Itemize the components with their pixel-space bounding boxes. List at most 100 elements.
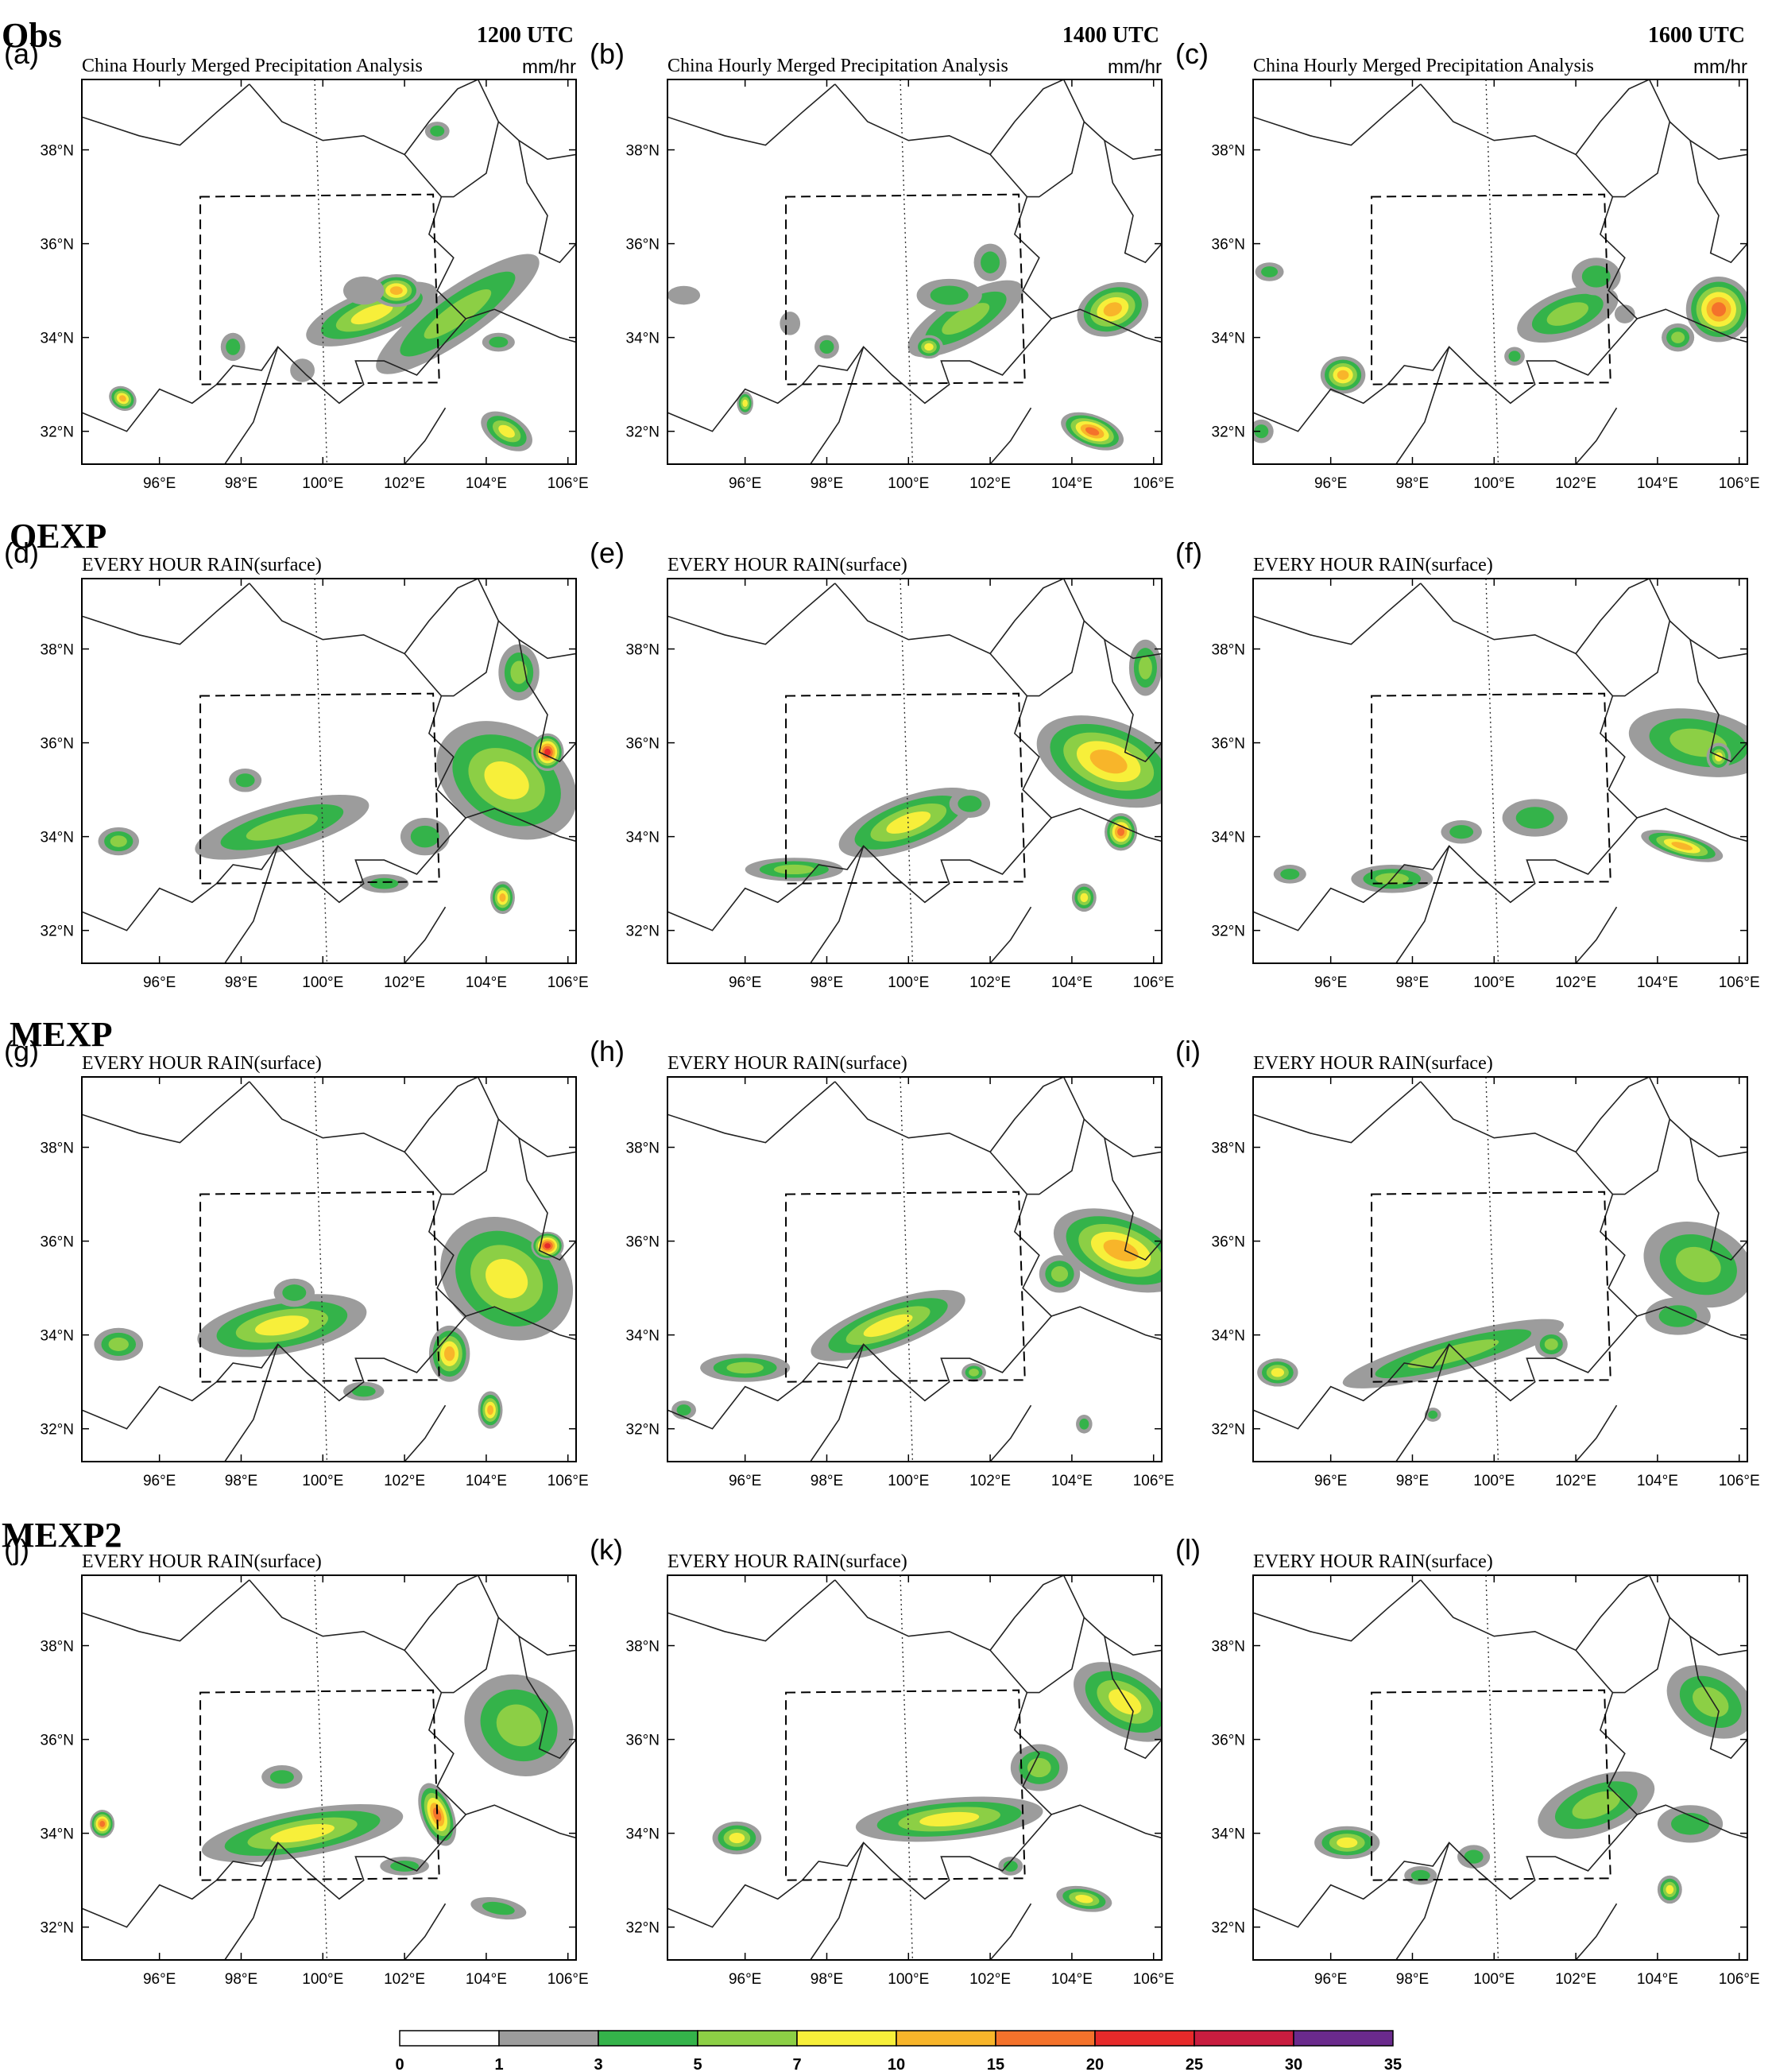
y-tick-label: 34°N — [626, 830, 660, 846]
time-label: 1400 UTC — [1062, 23, 1159, 48]
x-tick-label: 102°E — [1555, 974, 1596, 991]
panel-f: (f) EVERY HOUR RAIN(surface) 96°E 98°E 100°E… — [1175, 536, 1760, 991]
x-tick-label: 98°E — [811, 475, 843, 492]
meridian-100e — [900, 79, 914, 464]
panel-title: EVERY HOUR RAIN(surface) — [667, 1053, 907, 1074]
colorbar-segment-30 — [1293, 2030, 1394, 2047]
y-tick-label: 34°N — [41, 830, 74, 846]
rain-field — [1253, 1575, 1747, 1960]
border-line-5 — [1636, 1306, 1747, 1341]
analysis-box — [199, 1689, 440, 1881]
analysis-box — [199, 193, 440, 385]
border-line-2 — [1253, 1151, 1639, 1430]
colorbar-segment-3 — [598, 2030, 698, 2047]
panel-d: (d) EVERY HOUR RAIN(surface) 96°E 98°E 100°E… — [4, 536, 589, 991]
rain-cell-5-level-5 — [108, 1337, 129, 1351]
border-line-7 — [1395, 347, 1450, 464]
colorbar-segment-0 — [399, 2030, 500, 2047]
x-tick-label: 102°E — [1555, 475, 1596, 492]
rain-field — [1253, 579, 1747, 963]
rain-field — [82, 579, 576, 963]
y-tick-label: 34°N — [626, 1826, 660, 1843]
x-tick-label: 100°E — [1473, 1473, 1515, 1489]
rain-cell-2-level-10 — [389, 286, 403, 295]
border-line-7 — [224, 846, 279, 963]
panel-label: (d) — [4, 536, 39, 569]
y-tick-label: 32°N — [41, 1422, 74, 1439]
border-line-2 — [667, 653, 1053, 931]
rain-cell-9-level-1 — [780, 312, 801, 335]
panel-frame — [667, 1076, 1163, 1462]
row-label-obs: Obs — [2, 16, 62, 55]
rain-cell-6-level-3 — [676, 1404, 691, 1416]
x-tick-label: 104°E — [1051, 1971, 1093, 1988]
rain-cell-6-level-5 — [1138, 656, 1152, 680]
panel-j: (j) EVERY HOUR RAIN(surface) 96°E 98°E 100°E… — [4, 1533, 589, 1988]
y-tick-label: 38°N — [1212, 642, 1245, 659]
border-line-8 — [989, 407, 1032, 464]
border-line-4 — [1689, 639, 1747, 763]
rain-cell-1-level-7 — [1108, 1689, 1142, 1715]
units-label: mm/hr — [522, 56, 576, 78]
border-line-0 — [1253, 1081, 1422, 1144]
units-label: mm/hr — [1108, 56, 1162, 78]
x-tick-label: 100°E — [302, 1971, 343, 1988]
rain-cell-0-level-7 — [484, 761, 529, 800]
border-line-2 — [82, 153, 467, 432]
y-tick-label: 32°N — [626, 924, 660, 940]
border-line-7 — [224, 1344, 279, 1462]
border-line-1 — [249, 579, 478, 655]
border-line-6 — [1027, 1118, 1085, 1195]
border-line-4 — [518, 1137, 576, 1261]
x-tick-label: 100°E — [302, 974, 343, 991]
rain-cell-6-level-7 — [742, 399, 748, 407]
rain-cell-8-level-1 — [342, 276, 385, 305]
x-tick-label: 100°E — [888, 1473, 929, 1489]
border-line-6 — [1612, 121, 1671, 198]
panel-title: EVERY HOUR RAIN(surface) — [1253, 555, 1493, 575]
rain-cell-5-level-3 — [226, 339, 241, 355]
border-line-4 — [1104, 1636, 1162, 1760]
y-tick-label: 38°N — [1212, 1141, 1245, 1157]
panel-frame — [81, 1574, 577, 1961]
units-label: mm/hr — [1693, 56, 1747, 78]
rain-cell-4-level-3 — [1449, 825, 1474, 839]
panel-a: (a) China Hourly Merged Precipitation Ana… — [4, 23, 589, 492]
x-tick-label: 96°E — [143, 475, 176, 492]
y-tick-label: 38°N — [626, 642, 660, 659]
rain-cell-2-level-7 — [1271, 1368, 1285, 1377]
analysis-box — [785, 193, 1026, 385]
y-tick-label: 32°N — [626, 424, 660, 441]
panel-label: (l) — [1175, 1533, 1201, 1566]
rain-field — [1253, 79, 1747, 464]
border-line-4 — [1104, 1137, 1162, 1261]
panel-label: (j) — [4, 1533, 29, 1566]
border-line-6 — [441, 1617, 500, 1694]
border-line-2 — [667, 1151, 1053, 1430]
rain-cell-5-level-3 — [1428, 1410, 1438, 1419]
y-tick-label: 36°N — [626, 736, 660, 753]
border-line-8 — [1575, 1404, 1618, 1462]
rain-cell-6-level-3 — [369, 877, 399, 889]
border-line-0 — [1253, 83, 1422, 146]
y-tick-label: 32°N — [1212, 1920, 1245, 1937]
y-tick-label: 36°N — [41, 1234, 74, 1251]
border-line-6 — [1027, 121, 1085, 198]
colorbar-tick-label: 35 — [1384, 2056, 1402, 2072]
border-line-6 — [1612, 1617, 1671, 1694]
rain-cell-4-level-7 — [729, 1832, 745, 1844]
border-line-1 — [834, 579, 1064, 655]
panel-label: (e) — [590, 536, 625, 569]
colorbar-segment-25 — [1194, 2030, 1294, 2047]
x-tick-label: 106°E — [547, 475, 589, 492]
rain-cell-0-level-7 — [486, 1259, 528, 1299]
y-tick-label: 32°N — [41, 424, 74, 441]
border-line-1 — [1420, 1077, 1650, 1153]
x-tick-label: 96°E — [729, 1473, 761, 1489]
y-tick-label: 36°N — [626, 1234, 660, 1251]
border-line-4 — [1104, 639, 1162, 763]
y-tick-label: 32°N — [1212, 424, 1245, 441]
y-tick-label: 32°N — [1212, 924, 1245, 940]
x-tick-label: 96°E — [1314, 1473, 1347, 1489]
x-tick-label: 100°E — [888, 1971, 929, 1988]
